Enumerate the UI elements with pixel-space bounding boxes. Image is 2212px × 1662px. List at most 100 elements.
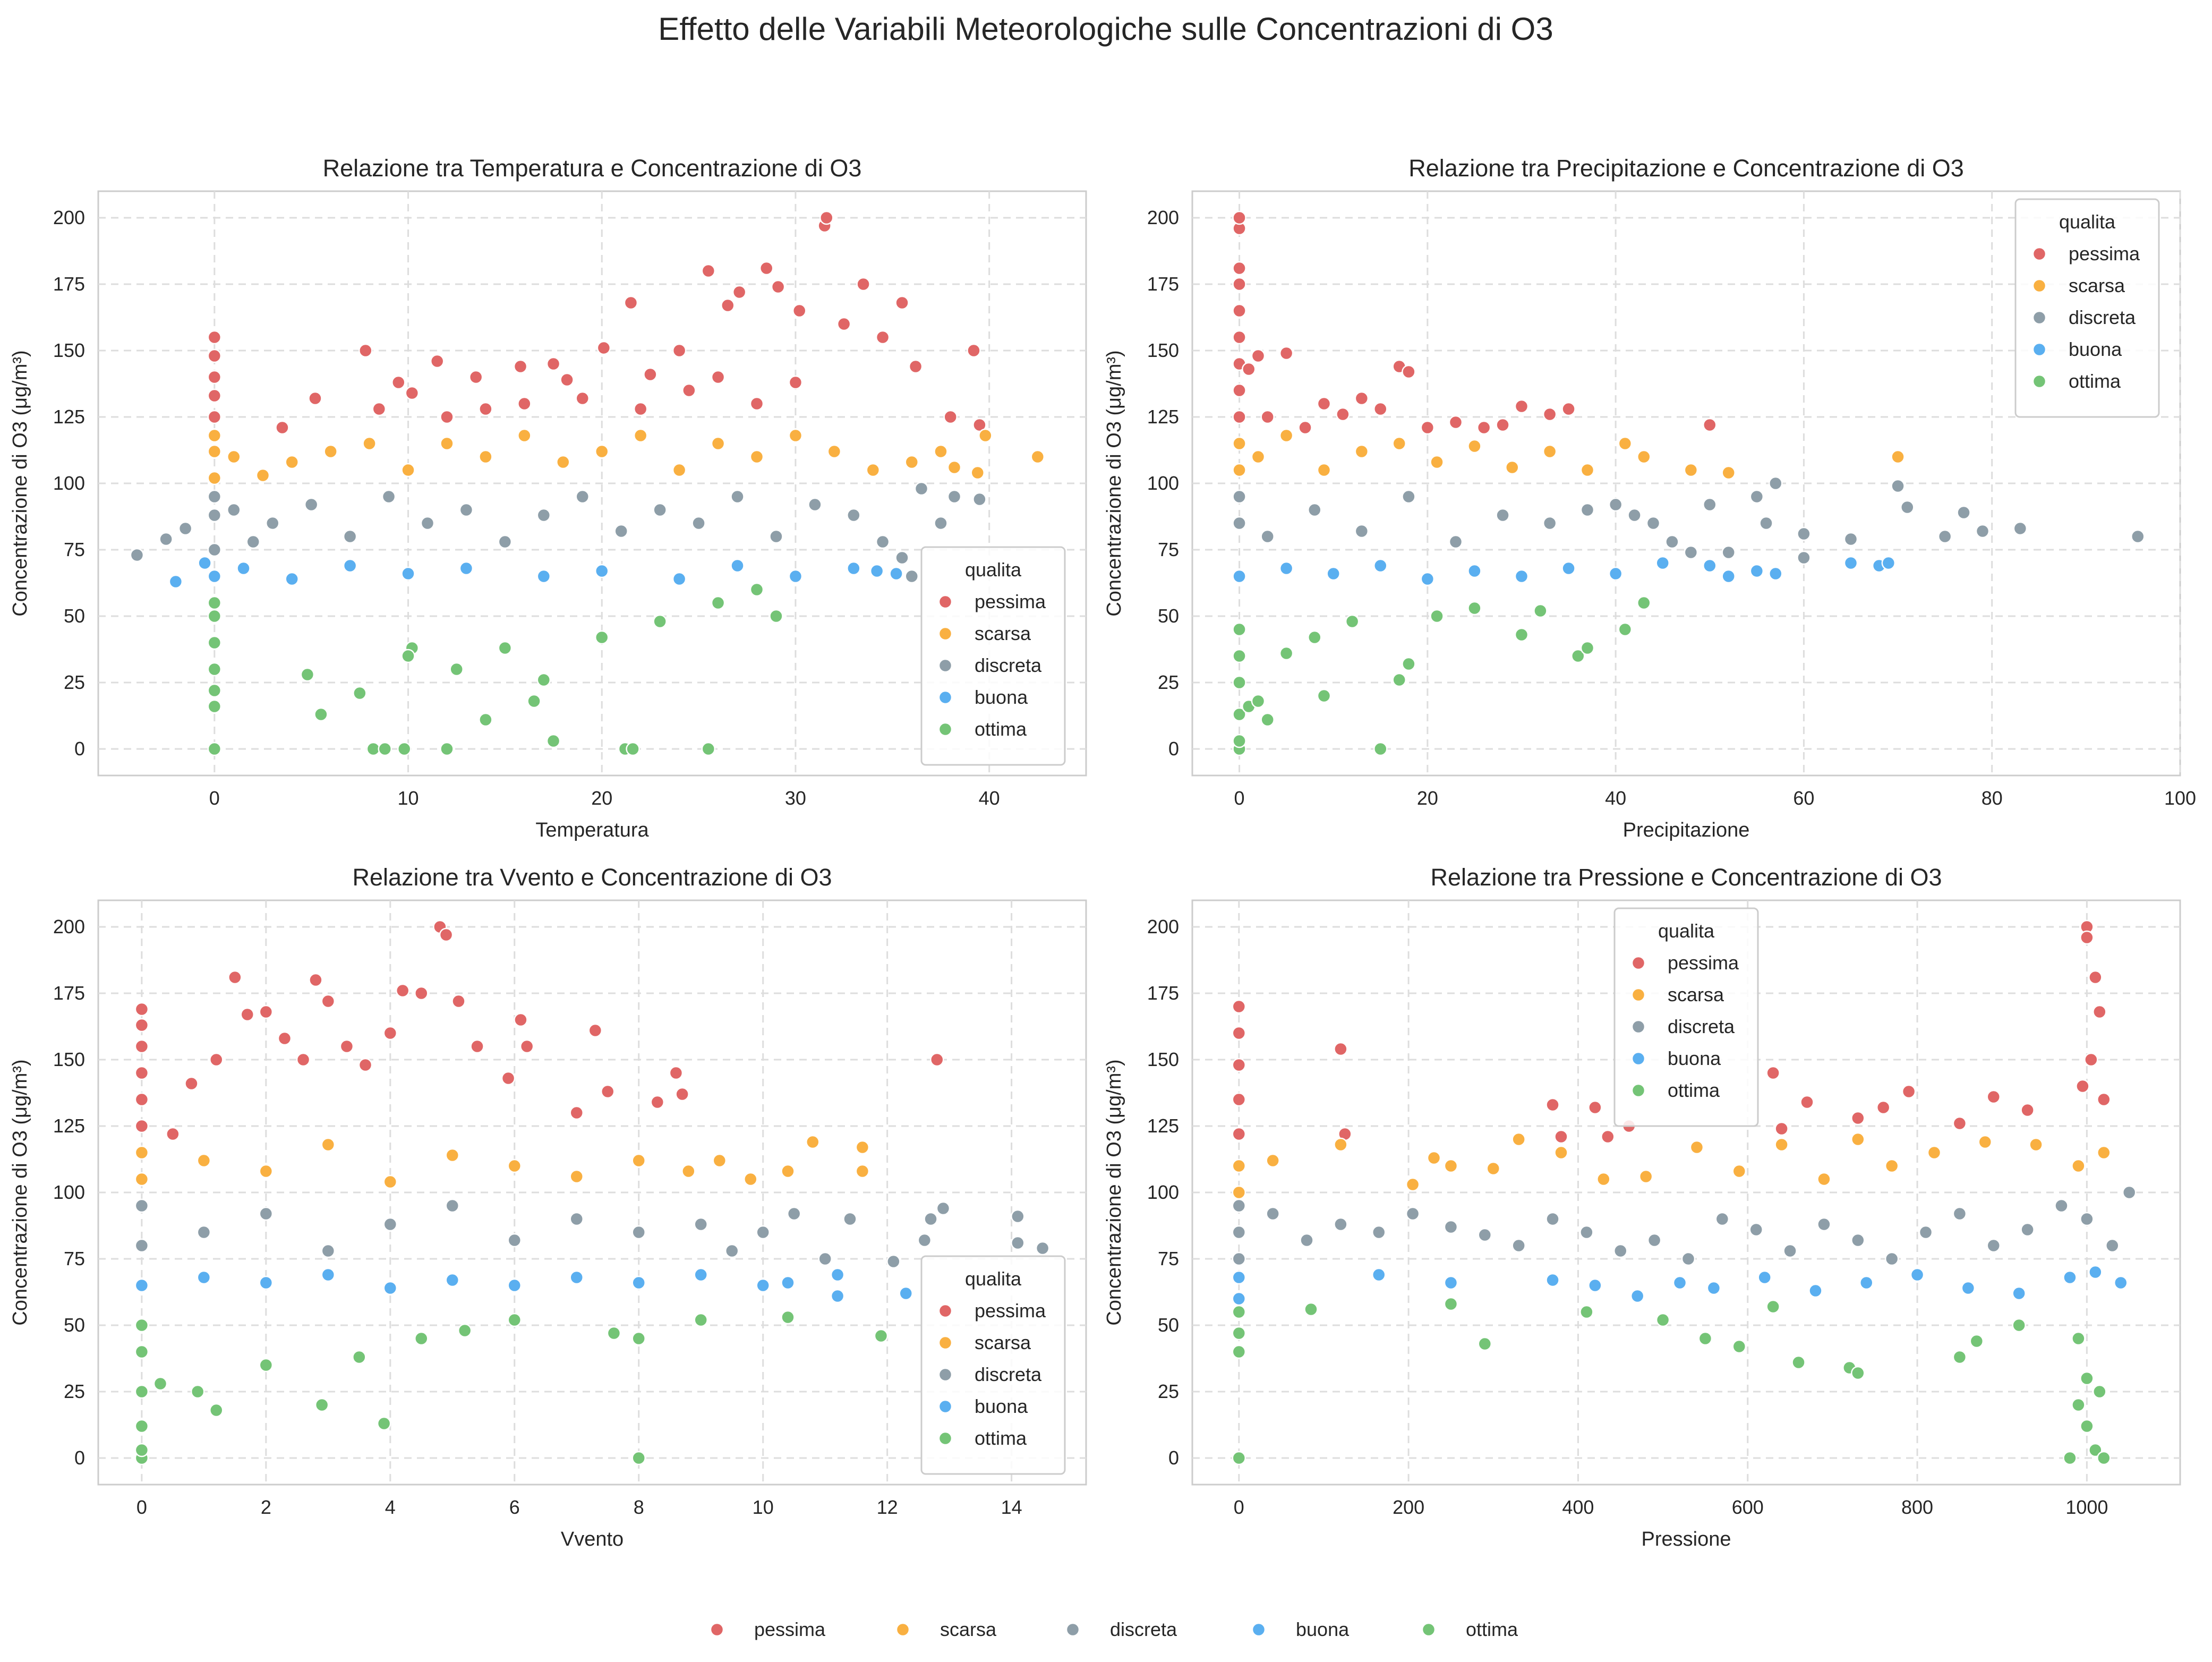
scatter-point-ottima xyxy=(1279,646,1294,661)
scatter-point-pessima xyxy=(513,359,528,374)
scatter-point-scarsa xyxy=(1444,1158,1458,1173)
scatter-point-buona xyxy=(1232,1270,1246,1285)
scatter-point-buona xyxy=(1859,1275,1874,1290)
x-tick-label: 10 xyxy=(398,787,419,809)
legend-label-pessima: pessima xyxy=(1668,952,1739,974)
y-tick-label: 200 xyxy=(53,916,85,937)
scatter-point-pessima xyxy=(1554,1129,1568,1144)
scatter-point-ottima xyxy=(653,614,667,629)
scatter-point-discreta xyxy=(134,1238,149,1253)
scatter-point-pessima xyxy=(430,354,445,369)
scatter-points xyxy=(1232,919,2137,1465)
scatter-point-ottima xyxy=(1952,1350,1967,1365)
scatter-point-discreta xyxy=(459,502,474,517)
scatter-point-discreta xyxy=(1918,1225,1933,1240)
y-axis-label: Concentrazione di O3 (μg/m³) xyxy=(1103,350,1125,616)
scatter-point-scarsa xyxy=(1430,455,1444,470)
scatter-point-pessima xyxy=(669,1066,684,1080)
bottom-legend-label-scarsa: scarsa xyxy=(940,1618,997,1640)
legend-label-ottima: ottima xyxy=(2069,370,2121,392)
scatter-point-discreta xyxy=(1402,489,1416,504)
scatter-point-discreta xyxy=(886,1254,901,1269)
scatter-point-ottima xyxy=(1579,1305,1594,1319)
scatter-point-scarsa xyxy=(1427,1150,1441,1165)
x-tick-label: 600 xyxy=(1732,1496,1764,1518)
scatter-point-ottima xyxy=(259,1358,274,1373)
scatter-point-pessima xyxy=(2093,1004,2107,1019)
scatter-points xyxy=(134,919,1050,1465)
scatter-point-discreta xyxy=(321,1243,336,1258)
x-tick-label: 30 xyxy=(785,787,806,809)
scatter-point-discreta xyxy=(724,1243,739,1258)
scatter-point-ottima xyxy=(1467,601,1482,616)
scatter-point-ottima xyxy=(207,741,222,756)
legend-marker-discreta xyxy=(938,658,953,673)
scatter-point-pessima xyxy=(1766,1066,1780,1080)
scatter-point-pessima xyxy=(560,372,574,387)
legend-label-buona: buona xyxy=(975,686,1028,708)
scatter-point-buona xyxy=(2012,1286,2026,1301)
subplot-legend: qualita pessima scarsa discreta buona ottima xyxy=(1613,907,1759,1127)
y-tick-label: 200 xyxy=(53,207,85,228)
scatter-point-scarsa xyxy=(749,449,764,464)
scatter-point-discreta xyxy=(631,1225,646,1240)
scatter-point-scarsa xyxy=(479,449,493,464)
scatter-point-scarsa xyxy=(507,1158,522,1173)
scatter-point-discreta xyxy=(1646,516,1661,531)
scatter-point-pessima xyxy=(682,383,696,398)
y-tick-label: 50 xyxy=(64,605,85,627)
scatter-point-scarsa xyxy=(285,455,299,470)
scatter-point-scarsa xyxy=(1232,436,1246,451)
scatter-point-ottima xyxy=(1232,734,1246,748)
scatter-point-scarsa xyxy=(1638,1169,1653,1184)
scatter-point-pessima xyxy=(967,343,981,358)
scatter-point-discreta xyxy=(1797,526,1811,541)
scatter-point-pessima xyxy=(1251,348,1266,363)
scatter-point-discreta xyxy=(924,1212,938,1226)
scatter-point-buona xyxy=(2088,1265,2103,1280)
scatter-point-discreta xyxy=(1232,1198,1246,1213)
scatter-point-ottima xyxy=(1791,1355,1806,1370)
scatter-point-buona xyxy=(830,1267,845,1282)
scatter-point-pessima xyxy=(358,343,373,358)
legend-marker-pessima xyxy=(938,594,953,609)
legend-marker-discreta xyxy=(1631,1019,1646,1034)
scatter-point-pessima xyxy=(1476,420,1491,435)
scatter-point-pessima xyxy=(856,277,870,292)
legend-marker-buona xyxy=(938,1399,953,1414)
scatter-point-pessima xyxy=(2076,1079,2090,1094)
scatter-point-scarsa xyxy=(1817,1172,1831,1187)
scatter-point-pessima xyxy=(596,340,611,355)
legend-label-buona: buona xyxy=(2069,338,2122,360)
scatter-point-discreta xyxy=(1681,1251,1696,1266)
scatter-point-pessima xyxy=(391,375,406,390)
scatter-point-buona xyxy=(285,572,299,586)
scatter-point-scarsa xyxy=(134,1145,149,1160)
scatter-point-scarsa xyxy=(1684,463,1698,478)
scatter-point-discreta xyxy=(1496,508,1510,523)
scatter-point-buona xyxy=(1420,572,1435,586)
scatter-point-discreta xyxy=(756,1225,770,1240)
scatter-point-buona xyxy=(259,1275,274,1290)
scatter-point-discreta xyxy=(259,1206,274,1221)
scatter-point-discreta xyxy=(343,529,357,544)
scatter-point-pessima xyxy=(1420,420,1435,435)
scatter-point-ottima xyxy=(209,1403,224,1418)
scatter-point-scarsa xyxy=(904,455,919,470)
scatter-point-discreta xyxy=(1891,479,1905,493)
bottom-legend-marker-pessima xyxy=(710,1622,724,1637)
scatter-point-pessima xyxy=(1232,303,1246,318)
x-axis-label: Vvento xyxy=(561,1528,624,1550)
subplot-title: Relazione tra Temperatura e Concentrazio… xyxy=(323,155,862,182)
scatter-point-scarsa xyxy=(633,428,648,443)
scatter-point-pessima xyxy=(1986,1089,2001,1104)
scatter-point-pessima xyxy=(259,1004,274,1019)
scatter-point-ottima xyxy=(134,1384,149,1399)
scatter-point-scarsa xyxy=(569,1169,584,1184)
scatter-point-buona xyxy=(2063,1270,2077,1285)
scatter-point-ottima xyxy=(1392,672,1406,687)
y-tick-label: 100 xyxy=(53,472,85,494)
scatter-point-discreta xyxy=(207,489,222,504)
scatter-point-scarsa xyxy=(1486,1161,1501,1176)
scatter-point-buona xyxy=(168,574,183,589)
